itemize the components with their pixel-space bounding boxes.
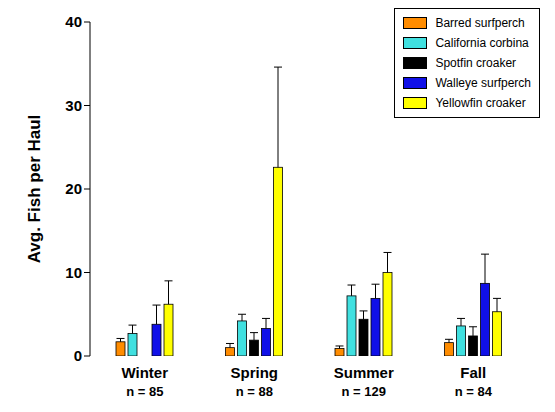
svg-text:n = 129: n = 129 [342,384,386,399]
svg-text:Avg. Fish per Haul: Avg. Fish per Haul [25,115,44,264]
svg-text:Winter: Winter [121,364,168,381]
svg-text:n = 85: n = 85 [126,384,163,399]
svg-text:30: 30 [65,97,82,114]
svg-text:Spring: Spring [231,364,279,381]
svg-text:40: 40 [65,13,82,30]
svg-text:0: 0 [74,347,82,364]
svg-text:10: 10 [65,264,82,281]
html-text:Spotfin croaker: Spotfin croaker [435,56,517,70]
html-text:Barred surfperch: Barred surfperch [435,16,525,30]
html-text:Yellowfin croaker: Yellowfin croaker [435,96,526,110]
svg-text:20: 20 [65,180,82,197]
svg-text:n = 84: n = 84 [455,384,493,399]
html-text:Walleye surfperch: Walleye surfperch [435,76,531,90]
svg-text:Summer: Summer [334,364,394,381]
svg-text:Fall: Fall [460,364,486,381]
svg-text:n = 88: n = 88 [236,384,273,399]
html-text:California corbina: California corbina [435,36,529,50]
